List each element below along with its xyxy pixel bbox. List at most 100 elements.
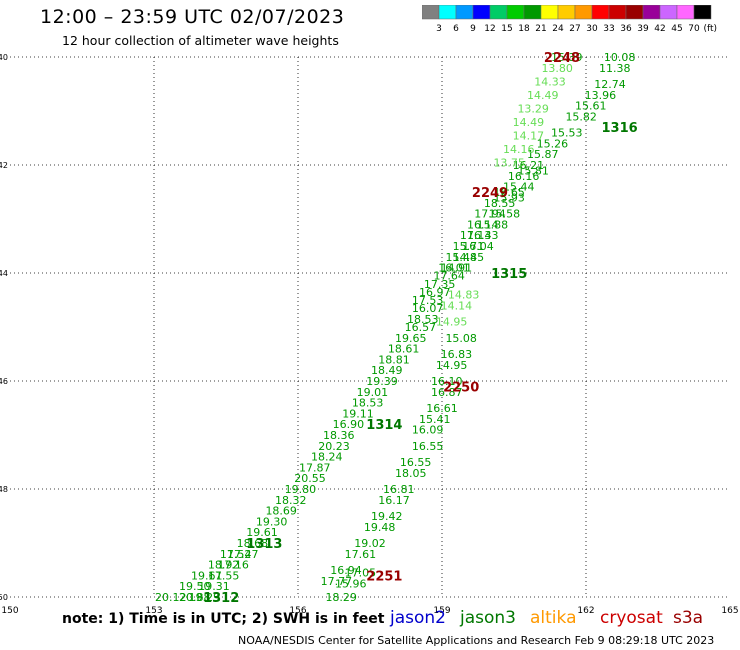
colorbar-label: 39 xyxy=(637,24,649,34)
wave-height-point: 13.80 xyxy=(541,62,573,75)
colorbar-label: 21 xyxy=(535,24,546,34)
wave-height-point: 15.26 xyxy=(537,137,569,150)
colorbar-label: 70 xyxy=(688,24,700,34)
wave-height-point: 14.49 xyxy=(513,116,545,129)
wave-height-point: 16.81 xyxy=(383,483,415,496)
wave-height-point: 18.69 xyxy=(265,505,297,518)
wave-height-point: 15.53 xyxy=(551,127,583,140)
wave-height-point: 15.71 xyxy=(453,240,485,253)
colorbar-label: 3 xyxy=(436,24,442,34)
colorbar-label: 15 xyxy=(501,24,512,34)
pass-label: 1313 xyxy=(246,537,282,552)
wave-height-point: 16.83 xyxy=(441,348,473,361)
wave-height-point: 18.53 xyxy=(352,397,384,410)
wave-height-point: 16.01 xyxy=(438,262,470,275)
wave-height-point: 18.68 xyxy=(237,537,269,550)
wave-height-point: 19.42 xyxy=(371,510,403,523)
wave-height-point: 18.32 xyxy=(275,494,307,507)
wave-height-point: 20.23 xyxy=(318,440,350,453)
wave-height-point: 19.29 xyxy=(189,591,221,604)
pass-label: 1316 xyxy=(602,121,638,136)
wave-height-point: 15.96 xyxy=(335,578,367,591)
wave-height-point: 13.96 xyxy=(585,89,617,102)
wave-height-point: 14.49 xyxy=(527,89,559,102)
colorbar-legend: 3 6 9 12 15 18 21 24 27 30 33 36 39 42 45 70 (ft) xyxy=(422,5,717,34)
wave-height-point: 15.88 xyxy=(477,218,509,231)
pass-label: 2251 xyxy=(366,569,402,584)
wave-height-point: 18.61 xyxy=(388,343,420,356)
wave-height-point: 16.21 xyxy=(513,159,545,172)
wave-height-point: 15.87 xyxy=(527,148,559,161)
wave-height-point: 15.81 xyxy=(517,164,549,177)
y-tick-label: -42 xyxy=(0,161,8,170)
wave-height-point: 17.13 xyxy=(460,229,492,242)
wave-height-point: 16.10 xyxy=(431,375,463,388)
wave-height-point: 13.75 xyxy=(493,156,525,169)
colorbar-label: 18 xyxy=(518,24,530,34)
wave-height-point: 17.53 xyxy=(412,294,444,307)
wave-height-point: 20.88 xyxy=(179,591,211,604)
wave-height-point: 14.14 xyxy=(441,299,473,312)
wave-height-point: 16.17 xyxy=(378,494,410,507)
wave-height-point: 17.61 xyxy=(345,548,377,561)
chart-title: 12:00 – 23:59 UTC 02/07/2023 xyxy=(40,6,345,28)
pass-label: 1315 xyxy=(491,267,527,282)
wave-height-point: 18.92 xyxy=(208,559,240,572)
wave-height-point: 19.50 xyxy=(179,580,211,593)
wave-height-point: 16.65 xyxy=(493,186,525,199)
wave-height-point: 19.65 xyxy=(395,332,427,345)
wave-height-point: 18.53 xyxy=(407,313,439,326)
wave-height-point: 16.07 xyxy=(412,302,444,315)
wave-height-point: 14.17 xyxy=(513,129,545,142)
wave-height-point: 17.47 xyxy=(227,548,259,561)
colorbar-label: 6 xyxy=(453,24,459,34)
wave-height-point: 16.14 xyxy=(467,218,499,231)
wave-height-point: 16.55 xyxy=(400,456,432,469)
pass-label: 2248 xyxy=(544,51,580,66)
wave-height-point: 10.08 xyxy=(604,51,636,64)
wave-height-point: 17.87 xyxy=(299,461,331,474)
pass-label: 2250 xyxy=(443,380,479,395)
wave-height-point: 11.38 xyxy=(599,62,631,75)
wave-height-point: 17.55 xyxy=(208,569,240,582)
wave-height-point: 19.39 xyxy=(366,375,398,388)
wave-height-point: 13.29 xyxy=(517,102,549,115)
pass-label: 1312 xyxy=(203,591,239,606)
x-tick-label: 150 xyxy=(1,606,18,616)
wave-height-point: 16.09 xyxy=(412,424,444,437)
wave-height-point: 20.12 xyxy=(155,591,187,604)
wave-height-point: 16.55 xyxy=(412,440,444,453)
legend-altika: altika xyxy=(530,608,577,628)
wave-height-point: 14.83 xyxy=(448,289,480,302)
colorbar-swatch xyxy=(693,5,712,20)
wave-height-point: 14.95 xyxy=(436,359,468,372)
wave-height-point: 15.44 xyxy=(503,181,535,194)
wave-height-point: 18.05 xyxy=(395,467,427,480)
wave-height-point: 17.52 xyxy=(220,548,252,561)
y-tick-label: -40 xyxy=(0,53,8,62)
y-tick-label: -46 xyxy=(0,377,8,386)
wave-height-point: 18.81 xyxy=(378,353,410,366)
wave-height-point: 19.30 xyxy=(256,515,288,528)
wave-height-point: 19.11 xyxy=(342,407,374,420)
wave-height-point: 12.74 xyxy=(594,78,626,91)
wave-height-point: 16.04 xyxy=(462,240,494,253)
wave-height-point: 14.16 xyxy=(503,143,535,156)
chart-subtitle: 12 hour collection of altimeter wave hei… xyxy=(62,33,339,48)
x-tick-label: 162 xyxy=(577,606,594,616)
pass-label: 2249 xyxy=(472,186,508,201)
wave-height-point: 14.95 xyxy=(436,316,468,329)
wave-height-point: 18.29 xyxy=(325,591,357,604)
wave-height-point: 18.24 xyxy=(311,451,343,464)
colorbar-label: 12 xyxy=(484,24,495,34)
wave-height-point: 16.94 xyxy=(330,564,362,577)
legend-jason2: jason2 xyxy=(390,608,446,628)
note-text: note: 1) Time is in UTC; 2) SWH is in fe… xyxy=(62,611,385,627)
wave-height-point: 17.94 xyxy=(474,208,506,221)
legend-cryosat: cryosat xyxy=(600,608,663,628)
wave-height-point: 19.31 xyxy=(198,580,230,593)
wave-height-point: 16.90 xyxy=(333,418,365,431)
colorbar-label: 24 xyxy=(552,24,564,34)
y-tick-label: -50 xyxy=(0,593,8,602)
wave-height-point: 19.61 xyxy=(246,526,278,539)
